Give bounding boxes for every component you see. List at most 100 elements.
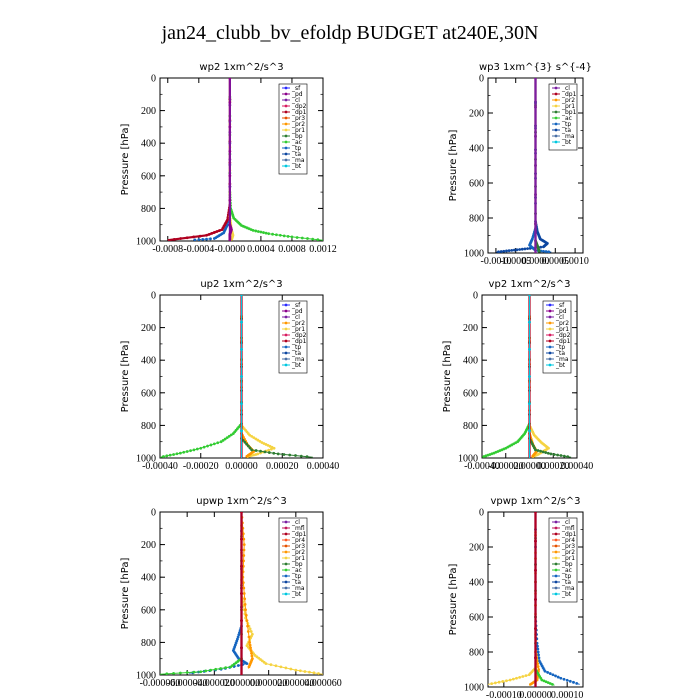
y-tick-label: 0 xyxy=(151,508,156,519)
series-marker xyxy=(536,650,540,654)
series-marker xyxy=(528,402,531,406)
x-tick-label: -0.0000 xyxy=(214,244,245,255)
legend-label: _ac xyxy=(291,139,302,146)
chart-panel-6: vpwp 1xm^2/s^3 Pressure [hPa] 0 200 400 600 80… xyxy=(448,496,584,700)
legend-marker xyxy=(284,98,288,102)
legend-marker xyxy=(284,315,288,319)
series-marker xyxy=(316,238,320,241)
series-marker xyxy=(259,449,262,453)
series-marker xyxy=(228,125,232,129)
series-marker xyxy=(534,568,537,572)
series-marker xyxy=(209,443,213,447)
series-line xyxy=(190,78,231,241)
series-marker xyxy=(536,644,539,648)
panel-title: up2 1xm^2/s^3 xyxy=(200,279,282,290)
y-tick-label: 600 xyxy=(141,171,156,182)
series-marker xyxy=(212,237,216,240)
legend-label: _bp xyxy=(561,561,573,568)
y-tick-label: 800 xyxy=(141,421,156,432)
series-marker xyxy=(300,236,304,240)
legend-marker xyxy=(284,550,288,554)
legend-marker xyxy=(554,116,558,120)
legend-marker xyxy=(548,309,552,313)
series-marker xyxy=(534,539,537,543)
legend-label: _pr4 xyxy=(561,537,575,544)
series-marker xyxy=(520,247,524,251)
legend-label: _pr2 xyxy=(291,320,305,327)
series-marker xyxy=(269,447,273,451)
legend-marker xyxy=(284,333,288,337)
series-marker xyxy=(206,444,209,448)
x-tick-label: 0.0010 xyxy=(561,256,589,267)
series-marker xyxy=(228,174,232,178)
x-tick-label: -0.000040 xyxy=(167,678,208,689)
series-marker xyxy=(172,453,175,456)
series-line xyxy=(160,295,242,458)
y-tick-label: 600 xyxy=(469,179,484,190)
series-marker xyxy=(242,554,246,557)
legend-label: _dp1 xyxy=(291,338,307,345)
legend-label: _dp1 xyxy=(555,338,571,345)
legend-marker xyxy=(284,351,288,355)
legend-label: _ma xyxy=(555,356,569,363)
series-marker xyxy=(534,656,537,660)
series-marker xyxy=(250,448,254,452)
series-marker xyxy=(202,445,206,449)
series-marker xyxy=(278,233,282,237)
series-line xyxy=(495,78,549,253)
series-marker xyxy=(185,450,189,453)
series-marker xyxy=(248,433,252,437)
series-marker xyxy=(178,451,182,455)
series-marker xyxy=(240,295,243,297)
legend-marker xyxy=(548,363,552,367)
legend-marker xyxy=(284,544,288,548)
legend-label: _dp2 xyxy=(291,103,307,110)
y-tick-label: 200 xyxy=(463,323,478,334)
series-marker xyxy=(242,543,246,546)
y-tick-label: 800 xyxy=(141,638,156,649)
series-marker xyxy=(252,436,256,440)
legend-marker xyxy=(284,345,288,349)
legend-marker xyxy=(284,122,288,126)
x-tick-label: 0.00020 xyxy=(537,461,570,472)
x-tick-label: -0.00020 xyxy=(183,461,219,472)
series-marker xyxy=(518,248,522,251)
series-line xyxy=(160,512,242,675)
legend-marker xyxy=(548,351,552,355)
series-marker xyxy=(228,78,232,80)
legend-marker xyxy=(548,345,552,349)
series-marker xyxy=(511,677,515,681)
series-marker xyxy=(201,237,205,241)
y-tick-label: 400 xyxy=(469,144,484,155)
series-marker xyxy=(199,446,203,450)
legend-label: _mfl xyxy=(291,525,305,532)
series-marker xyxy=(229,665,233,669)
legend-label: _tp xyxy=(291,145,301,152)
series-marker xyxy=(240,429,243,433)
legend-marker xyxy=(284,520,288,524)
x-tick-label: 0.0004 xyxy=(247,244,275,255)
x-tick-label: 0.000060 xyxy=(304,678,342,689)
legend-label: _tp xyxy=(291,344,301,351)
series-marker xyxy=(168,453,172,457)
panel-title: vpwp 1xm^2/s^3 xyxy=(490,496,580,507)
series-marker xyxy=(236,635,240,639)
legend-marker xyxy=(554,526,558,530)
series-marker xyxy=(299,454,303,458)
series-marker xyxy=(227,434,231,438)
series-marker xyxy=(493,681,497,685)
series-marker xyxy=(536,665,540,668)
series-marker xyxy=(245,662,249,665)
series-marker xyxy=(242,592,246,595)
legend-marker xyxy=(554,544,558,548)
series-marker xyxy=(275,233,278,237)
series-marker xyxy=(534,193,537,197)
series-marker xyxy=(262,231,265,234)
x-tick-label: 0.00000 xyxy=(513,461,546,472)
legend-label: _pr3 xyxy=(291,543,305,550)
series-marker xyxy=(241,581,245,585)
series-marker xyxy=(219,667,223,670)
legend-marker xyxy=(284,357,288,361)
legend-label: _pr1 xyxy=(561,103,575,110)
panel-title: upwp 1xm^2/s^3 xyxy=(196,496,286,507)
